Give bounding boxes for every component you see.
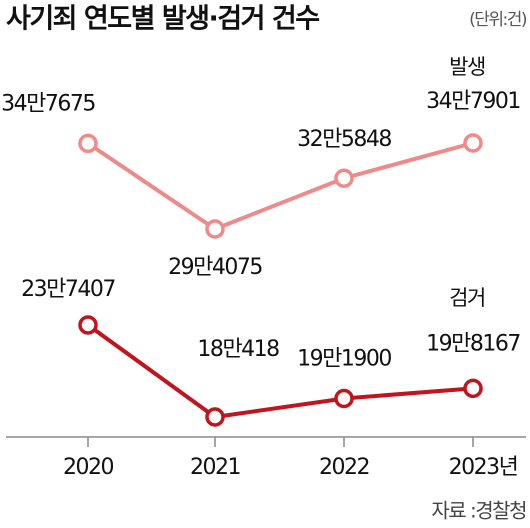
point-marker — [334, 168, 354, 188]
point-marker — [205, 407, 225, 427]
series-name: 발생 — [449, 55, 485, 79]
value-label: 19만8167 — [426, 331, 520, 356]
value-label: 18만418 — [197, 337, 279, 362]
point-marker — [205, 219, 225, 239]
x-tick-label: 2022 — [319, 455, 369, 480]
value-label: 29만4075 — [168, 255, 262, 280]
point-marker — [463, 378, 483, 399]
x-tick-label: 2021 — [190, 455, 240, 480]
series-line — [86, 323, 474, 420]
value-label: 34만7901 — [426, 89, 520, 114]
value-label: 32만5848 — [297, 127, 391, 152]
series-line — [86, 141, 474, 232]
x-tick-label: 2020 — [63, 455, 113, 480]
unit-label: (단위:건) — [469, 10, 527, 30]
point-marker — [78, 133, 98, 154]
x-tick-label: 2023년 — [449, 455, 518, 480]
value-label: 19만1900 — [297, 346, 391, 371]
point-marker — [78, 315, 98, 335]
chart-title: 사기죄 연도별 발생·검거 건수 — [6, 4, 319, 35]
point-marker — [334, 388, 354, 409]
point-marker — [463, 133, 483, 153]
value-label: 23만7407 — [21, 277, 115, 302]
source-label: 자료 :경찰청 — [431, 499, 526, 523]
value-label: 34만7675 — [1, 91, 95, 116]
series-name: 검거 — [449, 286, 485, 310]
